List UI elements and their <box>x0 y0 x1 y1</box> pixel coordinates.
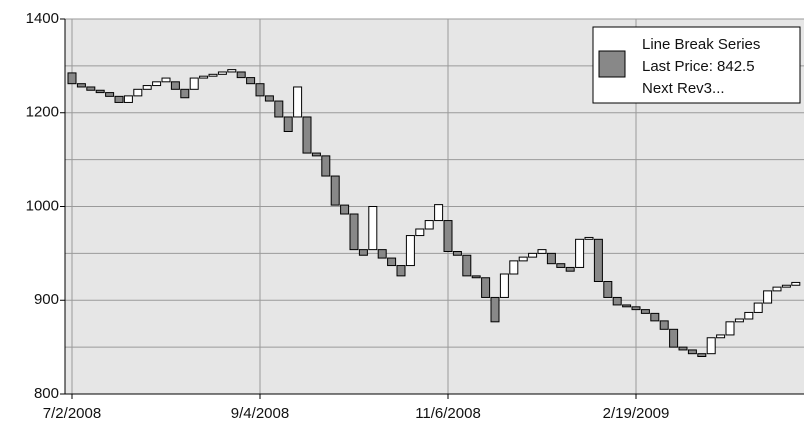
brick <box>781 284 791 288</box>
brick <box>537 249 547 254</box>
brick <box>114 95 124 103</box>
legend-text: Line Break Series <box>642 36 760 53</box>
brick <box>358 249 368 256</box>
brick <box>123 95 133 103</box>
brick <box>631 306 641 311</box>
brick <box>706 337 716 355</box>
brick <box>753 302 763 313</box>
brick <box>593 238 603 282</box>
brick <box>76 83 86 88</box>
brick <box>481 277 491 298</box>
brick <box>264 95 274 102</box>
brick <box>105 92 115 97</box>
brick <box>217 71 227 75</box>
brick <box>697 353 707 357</box>
brick <box>86 86 96 91</box>
brick <box>471 275 481 279</box>
brick <box>734 318 744 323</box>
brick <box>528 252 538 258</box>
brick <box>744 311 754 320</box>
brick <box>791 281 801 286</box>
brick <box>152 81 162 87</box>
brick <box>396 265 406 277</box>
brick <box>612 296 622 306</box>
brick <box>443 220 453 252</box>
brick <box>546 252 556 265</box>
x-tick-label: 11/6/2008 <box>415 405 481 422</box>
y-tick-label: 1000 <box>26 197 59 214</box>
brick <box>302 116 312 154</box>
brick <box>462 254 472 277</box>
brick <box>67 72 77 85</box>
brick <box>659 320 669 330</box>
brick <box>622 304 632 308</box>
brick <box>208 73 218 77</box>
brick <box>180 88 190 99</box>
brick <box>687 349 697 355</box>
y-tick-label: 800 <box>34 385 59 402</box>
x-tick-label: 7/2/2008 <box>43 405 101 422</box>
brick <box>170 81 180 90</box>
brick <box>518 256 528 262</box>
brick <box>490 296 500 323</box>
brick <box>509 260 519 275</box>
brick <box>556 263 566 268</box>
brick <box>603 281 613 298</box>
legend-text: Next Rev3... <box>642 80 725 97</box>
legend-box <box>592 26 801 104</box>
brick <box>199 75 209 79</box>
brick <box>575 238 585 268</box>
brick <box>415 228 425 237</box>
legend-text: Last Price: 842.5 <box>642 58 755 75</box>
y-tick-label: 1200 <box>26 104 59 121</box>
brick <box>678 346 688 351</box>
brick <box>349 213 359 251</box>
brick <box>283 116 293 132</box>
brick <box>133 88 143 97</box>
brick <box>189 77 199 90</box>
brick <box>434 204 444 222</box>
brick <box>584 236 594 240</box>
brick <box>763 290 773 304</box>
brick <box>246 77 256 85</box>
brick <box>236 71 246 79</box>
brick <box>311 152 321 157</box>
brick <box>772 286 782 292</box>
brick <box>669 328 679 348</box>
brick <box>387 257 397 267</box>
brick <box>377 249 387 259</box>
brick <box>161 77 171 83</box>
brick <box>293 86 303 118</box>
brick <box>405 235 415 267</box>
x-tick-label: 9/4/2008 <box>231 405 289 422</box>
legend-swatch <box>598 50 626 78</box>
brick <box>640 309 650 314</box>
brick <box>274 100 284 118</box>
y-tick-label: 900 <box>34 291 59 308</box>
brick <box>499 273 509 298</box>
brick <box>565 266 575 272</box>
brick <box>716 334 726 339</box>
brick <box>142 85 152 90</box>
brick <box>95 89 105 94</box>
brick <box>321 155 331 177</box>
x-tick-label: 2/19/2009 <box>603 405 670 422</box>
brick <box>368 206 378 251</box>
brick <box>650 312 660 322</box>
brick <box>424 220 434 230</box>
brick <box>330 175 340 206</box>
legend: Line Break Series Last Price: 842.5 Next R… <box>592 26 801 104</box>
brick <box>725 321 735 336</box>
brick <box>340 204 350 215</box>
brick <box>255 83 265 97</box>
brick <box>452 251 462 256</box>
y-tick-label: 1400 <box>26 10 59 27</box>
brick <box>227 69 237 73</box>
